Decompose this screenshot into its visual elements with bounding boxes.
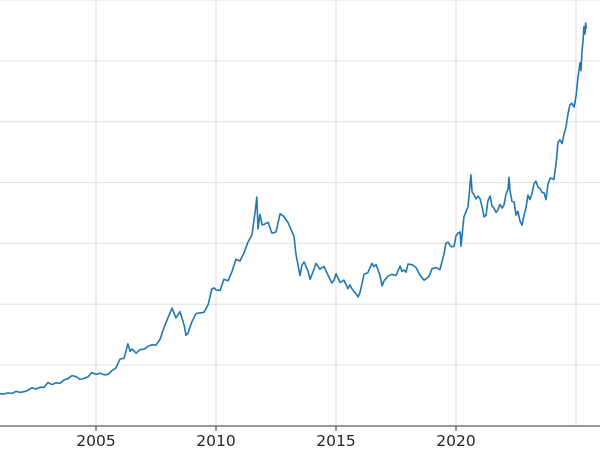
x-tick-label: 2020	[436, 432, 475, 450]
x-tick-label: 2015	[316, 432, 355, 450]
x-tick-label: 2010	[196, 432, 235, 450]
price-line	[0, 22, 588, 395]
x-tick-label: 2005	[76, 432, 115, 450]
